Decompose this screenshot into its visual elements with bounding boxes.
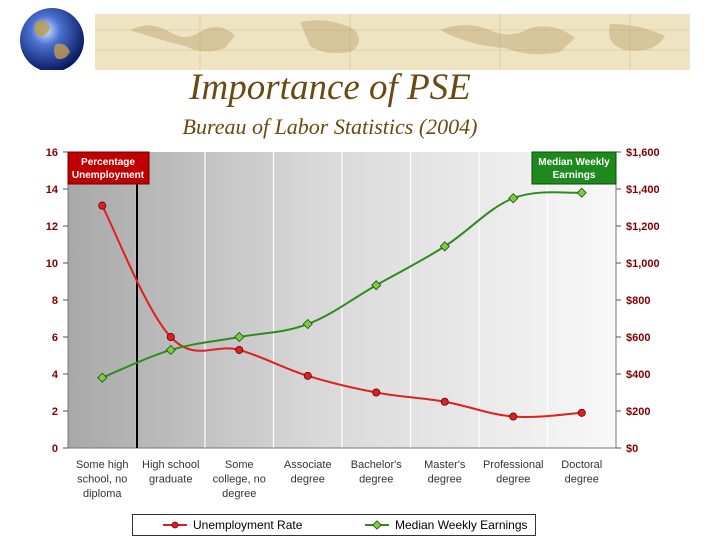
page-subtitle: Bureau of Labor Statistics (2004): [182, 114, 478, 139]
unemployment-point: [166, 332, 175, 341]
right-tick-label: $1,200: [626, 221, 660, 233]
right-tick-label: $800: [626, 295, 650, 307]
right-tick-label: $0: [626, 443, 638, 455]
legend-swatch-unemployment: [163, 521, 187, 529]
left-tick-label: 14: [46, 184, 59, 196]
unemployment-point: [372, 388, 381, 397]
right-tick-label: $1,600: [626, 147, 660, 159]
chart-legend: Unemployment Rate Median Weekly Earnings: [132, 514, 536, 536]
unemployment-point: [98, 201, 107, 210]
earnings-point: [371, 280, 382, 291]
median-weekly-earnings-line: [101, 191, 582, 379]
left-tick-label: 16: [46, 147, 58, 159]
category-label: Bachelor's degree: [351, 459, 403, 486]
category-label: Associate degree: [284, 459, 332, 486]
unemployment-annotation-line-1: Percentage: [81, 157, 135, 168]
left-tick-label: 4: [52, 369, 59, 381]
earnings-point: [165, 344, 176, 356]
category-label: Some high school, no diploma: [76, 459, 129, 500]
earnings-point: [508, 193, 519, 204]
education-chart: 0 2 4 6 8 10 12 14 16 $0 $200 $400 $600 $800 $1,000 $1…: [46, 147, 660, 500]
unemployment-annotation-line-2: Unemployment: [72, 170, 145, 181]
legend-item-unemployment: Unemployment Rate: [163, 517, 302, 533]
left-tick-label: 0: [52, 443, 58, 455]
category-label: High school graduate: [142, 459, 199, 486]
earnings-point: [439, 241, 450, 252]
legend-swatch-earnings: [365, 520, 389, 530]
legend-label-unemployment: Unemployment Rate: [193, 518, 303, 532]
right-tick-label: $600: [626, 332, 650, 344]
unemployment-point: [303, 371, 312, 380]
category-label: Master's degree: [424, 459, 466, 486]
unemployment-point: [235, 345, 244, 354]
globe-icon: [20, 8, 84, 70]
unemployment-point: [509, 412, 518, 421]
earnings-point: [97, 372, 108, 383]
right-tick-label: $1,400: [626, 184, 660, 196]
map-banner: [20, 8, 690, 70]
earnings-annotation-line-1: Median Weekly: [538, 157, 610, 168]
category-label: Some college, no degree: [213, 459, 266, 500]
category-label: Professional degree: [483, 459, 544, 486]
earnings-point: [576, 187, 587, 198]
unemployment-point: [577, 408, 586, 417]
earnings-point: [234, 331, 245, 343]
right-tick-label: $400: [626, 369, 650, 381]
legend-label-earnings: Median Weekly Earnings: [395, 518, 528, 532]
left-tick-label: 2: [52, 406, 58, 418]
unemployment-annotation: Percentage Unemployment: [67, 151, 150, 185]
left-tick-label: 8: [52, 295, 58, 307]
left-tick-label: 6: [52, 332, 58, 344]
legend-item-earnings: Median Weekly Earnings: [365, 517, 528, 533]
right-tick-label: $200: [626, 406, 650, 418]
earnings-annotation: Median Weekly Earnings: [531, 151, 617, 185]
left-tick-label: 12: [46, 221, 58, 233]
earnings-annotation-line-2: Earnings: [553, 170, 596, 181]
category-label: Doctoral degree: [561, 459, 602, 486]
earnings-point: [302, 318, 313, 330]
page-title: Importance of PSE: [189, 67, 471, 108]
unemployment-point: [440, 397, 449, 406]
right-tick-label: $1,000: [626, 258, 660, 270]
left-tick-label: 10: [46, 258, 58, 270]
